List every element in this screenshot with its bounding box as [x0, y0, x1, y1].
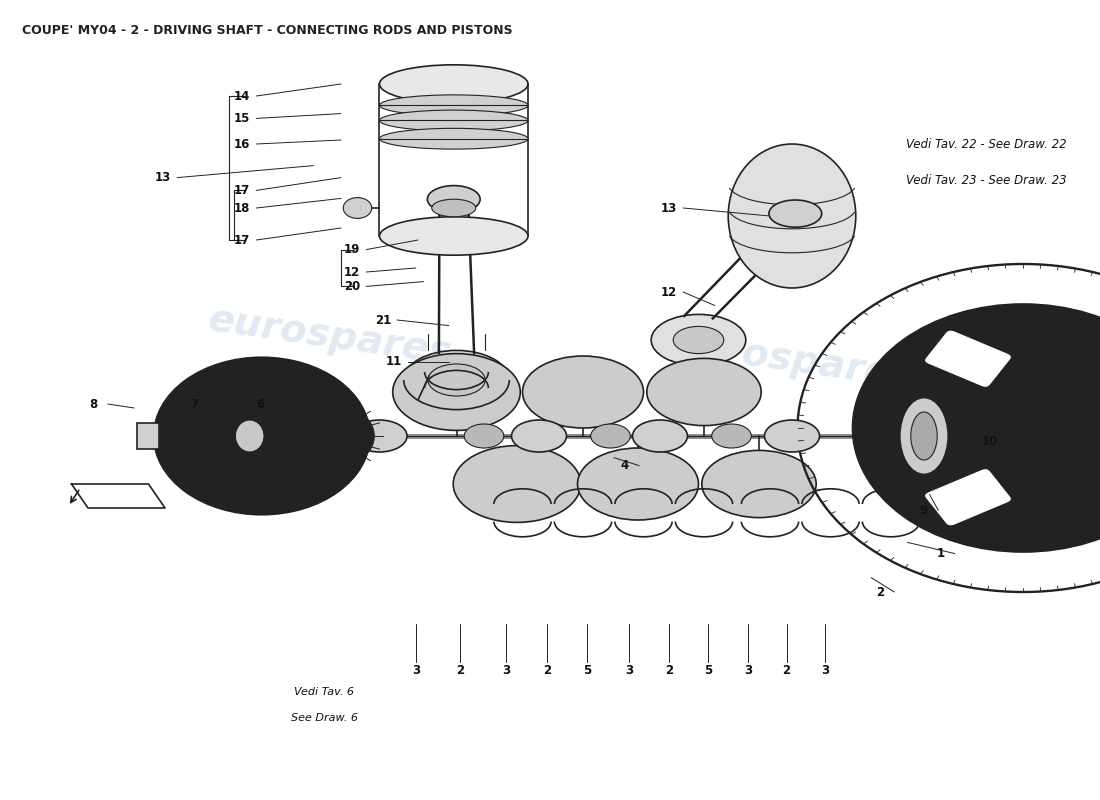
- Circle shape: [1010, 522, 1036, 542]
- Text: eurospares: eurospares: [668, 324, 916, 396]
- Text: 12: 12: [661, 286, 676, 298]
- Text: 9: 9: [920, 504, 928, 517]
- Text: 13: 13: [661, 202, 676, 214]
- Text: 2: 2: [876, 586, 884, 598]
- Text: 4: 4: [620, 459, 629, 472]
- Ellipse shape: [431, 199, 475, 217]
- Ellipse shape: [512, 420, 566, 452]
- Text: 17: 17: [234, 234, 250, 246]
- Ellipse shape: [343, 198, 372, 218]
- Circle shape: [183, 378, 341, 494]
- Text: 14: 14: [234, 90, 250, 102]
- Ellipse shape: [464, 424, 504, 448]
- Circle shape: [886, 366, 912, 386]
- FancyBboxPatch shape: [924, 330, 1012, 387]
- Circle shape: [981, 398, 1065, 458]
- Ellipse shape: [911, 412, 937, 460]
- Ellipse shape: [647, 358, 761, 426]
- Text: 3: 3: [744, 664, 752, 677]
- Ellipse shape: [728, 144, 856, 288]
- Text: 3: 3: [625, 664, 634, 677]
- Text: 7: 7: [190, 398, 199, 410]
- Text: 3: 3: [821, 664, 829, 677]
- Text: Vedi Tav. 6: Vedi Tav. 6: [295, 687, 354, 697]
- Text: Vedi Tav. 23 - See Draw. 23: Vedi Tav. 23 - See Draw. 23: [906, 174, 1067, 186]
- Ellipse shape: [235, 420, 264, 452]
- Circle shape: [154, 358, 370, 514]
- Ellipse shape: [379, 95, 528, 116]
- Ellipse shape: [427, 186, 481, 213]
- FancyBboxPatch shape: [924, 330, 1012, 387]
- Text: See Draw. 6: See Draw. 6: [292, 714, 358, 723]
- FancyArrowPatch shape: [70, 490, 79, 502]
- Text: 5: 5: [583, 664, 592, 677]
- Text: 11: 11: [386, 355, 402, 368]
- Text: 8: 8: [89, 398, 98, 410]
- Ellipse shape: [428, 364, 485, 396]
- Circle shape: [886, 470, 912, 490]
- Text: 18: 18: [234, 202, 250, 214]
- Ellipse shape: [651, 314, 746, 366]
- Circle shape: [852, 304, 1100, 552]
- Text: 16: 16: [234, 138, 250, 150]
- Text: 13: 13: [155, 171, 170, 184]
- Ellipse shape: [591, 424, 630, 448]
- Ellipse shape: [352, 420, 407, 452]
- Text: 2: 2: [455, 664, 464, 677]
- Ellipse shape: [393, 354, 520, 430]
- Text: COUPE' MY04 - 2 - DRIVING SHAFT - CONNECTING RODS AND PISTONS: COUPE' MY04 - 2 - DRIVING SHAFT - CONNEC…: [22, 24, 513, 37]
- Text: 10: 10: [982, 435, 998, 448]
- Text: Vedi Tav. 22 - See Draw. 22: Vedi Tav. 22 - See Draw. 22: [906, 138, 1067, 150]
- Circle shape: [227, 410, 297, 462]
- Ellipse shape: [673, 326, 724, 354]
- Text: 15: 15: [234, 112, 250, 125]
- Text: 6: 6: [256, 398, 265, 410]
- Text: eurospares: eurospares: [206, 300, 454, 372]
- Ellipse shape: [900, 398, 948, 474]
- Ellipse shape: [712, 424, 751, 448]
- Ellipse shape: [702, 450, 816, 518]
- Text: 20: 20: [344, 280, 360, 293]
- Text: 5: 5: [704, 664, 713, 677]
- Text: 3: 3: [411, 664, 420, 677]
- FancyBboxPatch shape: [924, 469, 1012, 526]
- Text: 19: 19: [344, 243, 360, 256]
- Ellipse shape: [379, 128, 528, 149]
- Circle shape: [1010, 314, 1036, 334]
- Circle shape: [286, 404, 374, 468]
- Text: 1: 1: [936, 547, 945, 560]
- Text: 3: 3: [502, 664, 510, 677]
- Ellipse shape: [764, 420, 820, 452]
- Text: 2: 2: [542, 664, 551, 677]
- Polygon shape: [72, 484, 165, 508]
- Text: 2: 2: [782, 664, 791, 677]
- Ellipse shape: [379, 110, 528, 131]
- Ellipse shape: [453, 446, 581, 522]
- Circle shape: [310, 422, 350, 450]
- Ellipse shape: [769, 200, 822, 227]
- Text: 12: 12: [344, 266, 360, 278]
- Ellipse shape: [404, 350, 509, 410]
- Ellipse shape: [379, 217, 528, 255]
- Text: 2: 2: [664, 664, 673, 677]
- Ellipse shape: [578, 448, 698, 520]
- Text: 17: 17: [234, 184, 250, 197]
- Ellipse shape: [632, 420, 688, 452]
- Text: 21: 21: [375, 314, 390, 326]
- FancyBboxPatch shape: [924, 469, 1012, 526]
- Bar: [138, 423, 160, 449]
- Ellipse shape: [522, 356, 644, 428]
- Ellipse shape: [379, 65, 528, 103]
